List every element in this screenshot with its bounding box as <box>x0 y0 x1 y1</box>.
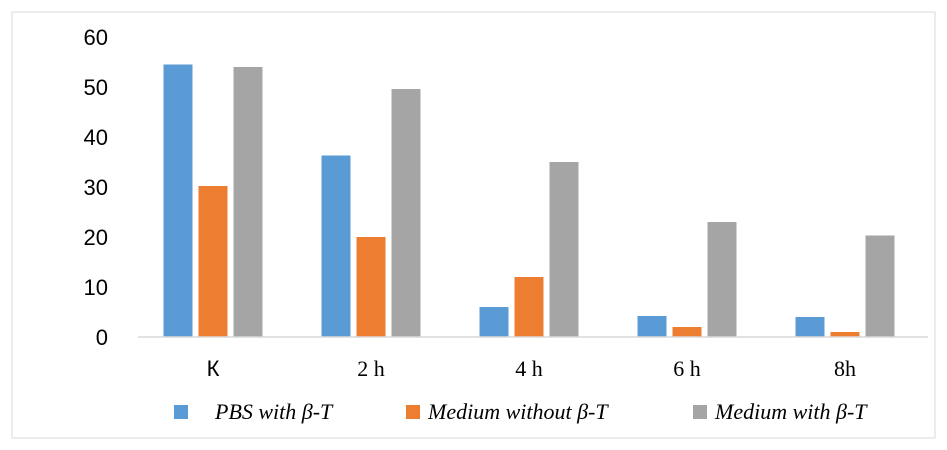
bar-series-1-cat-3 <box>672 327 702 337</box>
x-tick-label: 6 h <box>673 356 701 381</box>
bar-series-1-cat-2 <box>514 277 544 337</box>
bar-series-0-cat-2 <box>479 307 509 337</box>
bar-series-1-cat-4 <box>830 332 860 337</box>
y-tick-label: 30 <box>84 175 108 200</box>
x-tick-label: 4 h <box>515 356 543 381</box>
bar-series-2-cat-2 <box>549 162 579 337</box>
bar-series-0-cat-3 <box>637 316 667 337</box>
legend-swatch-1 <box>406 405 420 419</box>
x-axis: К 2 h 4 h 6 h 8h <box>207 356 856 381</box>
legend: PBS with β-T Medium without β-T Medium wit… <box>174 399 868 424</box>
y-tick-label: 0 <box>96 325 108 350</box>
chart-border <box>11 11 936 439</box>
bar-series-0-cat-1 <box>321 155 351 337</box>
legend-label-0: PBS with β-T <box>214 399 334 424</box>
bar-series-0-cat-0 <box>163 64 193 337</box>
y-tick-label: 20 <box>84 225 108 250</box>
legend-label-2: Medium with β-T <box>714 399 868 424</box>
bar-series-2-cat-1 <box>391 89 421 337</box>
legend-swatch-0 <box>174 405 188 419</box>
bar-series-2-cat-3 <box>707 222 737 337</box>
x-tick-label: 2 h <box>357 356 385 381</box>
y-tick-label: 40 <box>84 125 108 150</box>
y-tick-label: 50 <box>84 75 108 100</box>
legend-swatch-2 <box>693 405 707 419</box>
y-tick-label: 10 <box>84 275 108 300</box>
x-tick-label: К <box>207 356 220 381</box>
bar-series-0-cat-4 <box>795 317 825 337</box>
y-axis: 0 10 20 30 40 50 60 <box>84 25 108 350</box>
bar-series-2-cat-0 <box>233 67 263 337</box>
bar-series-1-cat-1 <box>356 237 386 337</box>
bar-series-2-cat-4 <box>865 235 895 337</box>
x-tick-label: 8h <box>834 356 856 381</box>
legend-label-1: Medium without β-T <box>427 399 609 424</box>
bars <box>163 64 895 337</box>
bar-series-1-cat-0 <box>198 186 228 337</box>
y-tick-label: 60 <box>84 25 108 50</box>
